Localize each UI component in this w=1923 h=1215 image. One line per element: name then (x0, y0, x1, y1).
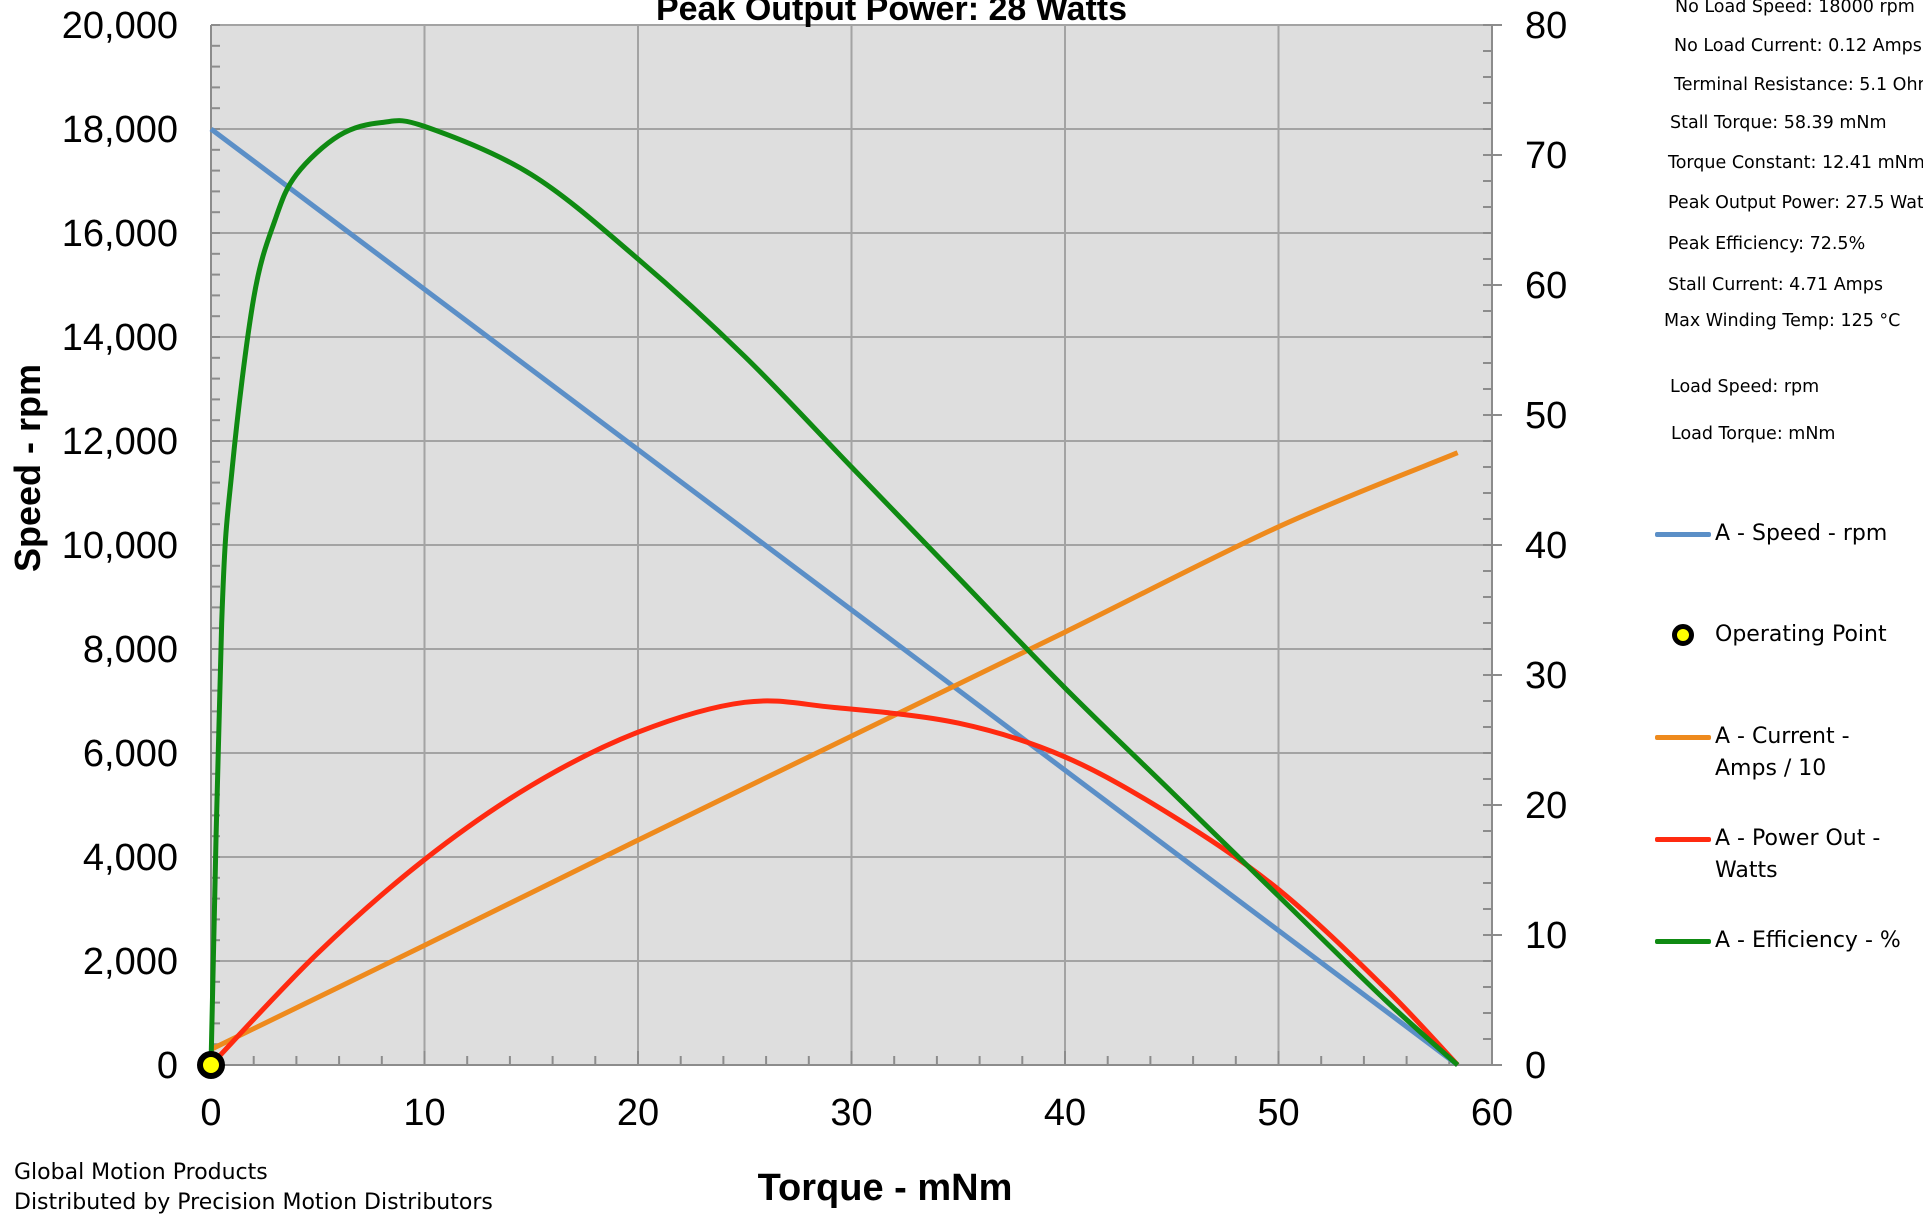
y2-tick-label: 80 (1525, 5, 1567, 47)
x-tick-label: 40 (1044, 1092, 1086, 1134)
tick-labels: 0 10 20 30 40 50 60 0 2,000 4,000 6,000 8,000 10,000… (62, 5, 1568, 1134)
footer-distributor: Distributed by Precision Motion Distribu… (14, 1190, 493, 1215)
y2-tick-label: 20 (1525, 785, 1567, 827)
legend-label-efficiency: A - Efficiency - % (1715, 928, 1901, 953)
y2-tick-label: 30 (1525, 655, 1567, 697)
motor-specs-panel: No Load Speed: 18000 rpm No Load Current… (1660, 0, 1923, 460)
operating-points (197, 1051, 225, 1079)
legend-label-operating-point: Operating Point (1715, 622, 1887, 647)
x-tick-label: 10 (403, 1092, 445, 1134)
tick-marks (210, 24, 1502, 1066)
x-tick-label: 30 (830, 1092, 872, 1134)
spec-no-load-current: No Load Current: 0.12 Amps (1674, 36, 1922, 56)
spec-terminal-resistance: Terminal Resistance: 5.1 Ohms (1674, 75, 1923, 95)
y2-tick-label: 60 (1525, 265, 1567, 307)
series-line-a-speed-rpm (209, 127, 1460, 1067)
y-tick-label: 2,000 (83, 941, 178, 983)
legend-swatch-power (1655, 837, 1711, 842)
chart-title: Peak Output Power: 28 Watts (656, 0, 1127, 28)
legend-label-power: A - Power Out - Watts (1715, 826, 1881, 883)
series-line-a-power-out-watts (209, 698, 1460, 1067)
y-tick-label: 0 (157, 1045, 178, 1087)
y2-tick-label: 10 (1525, 915, 1567, 957)
spec-stall-torque: Stall Torque: 58.39 mNm (1670, 113, 1887, 133)
x-tick-label: 0 (200, 1092, 221, 1134)
operating-point-marker (197, 1051, 225, 1079)
y-tick-label: 8,000 (83, 629, 178, 671)
y2-tick-label: 50 (1525, 395, 1567, 437)
series-line-a-efficiency (208, 118, 1460, 1067)
series-lines (208, 118, 1460, 1067)
legend-label-speed: A - Speed - rpm (1715, 521, 1888, 546)
x-axis-title: Torque - mNm (758, 1167, 1013, 1208)
y-tick-label: 18,000 (62, 109, 178, 151)
x-tick-label: 60 (1471, 1092, 1513, 1134)
spec-stall-current: Stall Current: 4.71 Amps (1668, 275, 1883, 295)
legend-swatch-speed (1655, 532, 1711, 537)
y-tick-label: 12,000 (62, 421, 178, 463)
y2-tick-label: 70 (1525, 135, 1567, 177)
series-line-a-current-amps-10 (209, 450, 1459, 1052)
spec-max-winding-temp: Max Winding Temp: 125 °C (1664, 311, 1901, 331)
spec-torque-constant: Torque Constant: 12.41 mNm/A (1668, 153, 1923, 173)
y-tick-label: 4,000 (83, 837, 178, 879)
legend-swatch-efficiency (1655, 939, 1711, 944)
footer-company: Global Motion Products (14, 1160, 268, 1185)
spec-load-torque: Load Torque: mNm (1671, 424, 1836, 444)
spec-peak-output-power: Peak Output Power: 27.5 Watts (1668, 193, 1923, 213)
y-tick-label: 6,000 (83, 733, 178, 775)
spec-peak-efficiency: Peak Efficiency: 72.5% (1668, 234, 1866, 254)
y-tick-label: 20,000 (62, 5, 178, 47)
y-axis-title: Speed - rpm (7, 364, 48, 572)
y-tick-label: 10,000 (62, 525, 178, 567)
y2-tick-label: 40 (1525, 525, 1567, 567)
operating-point-marker-icon (1672, 624, 1694, 646)
y2-tick-label: 0 (1525, 1045, 1546, 1087)
y-tick-label: 16,000 (62, 213, 178, 255)
x-tick-label: 50 (1257, 1092, 1299, 1134)
legend-label-current: A - Current - Amps / 10 (1715, 724, 1850, 781)
x-tick-label: 20 (617, 1092, 659, 1134)
spec-no-load-speed: No Load Speed: 18000 rpm (1675, 0, 1915, 17)
legend-swatch-current (1655, 735, 1711, 740)
spec-load-speed: Load Speed: rpm (1670, 377, 1820, 397)
y-tick-label: 14,000 (62, 317, 178, 359)
